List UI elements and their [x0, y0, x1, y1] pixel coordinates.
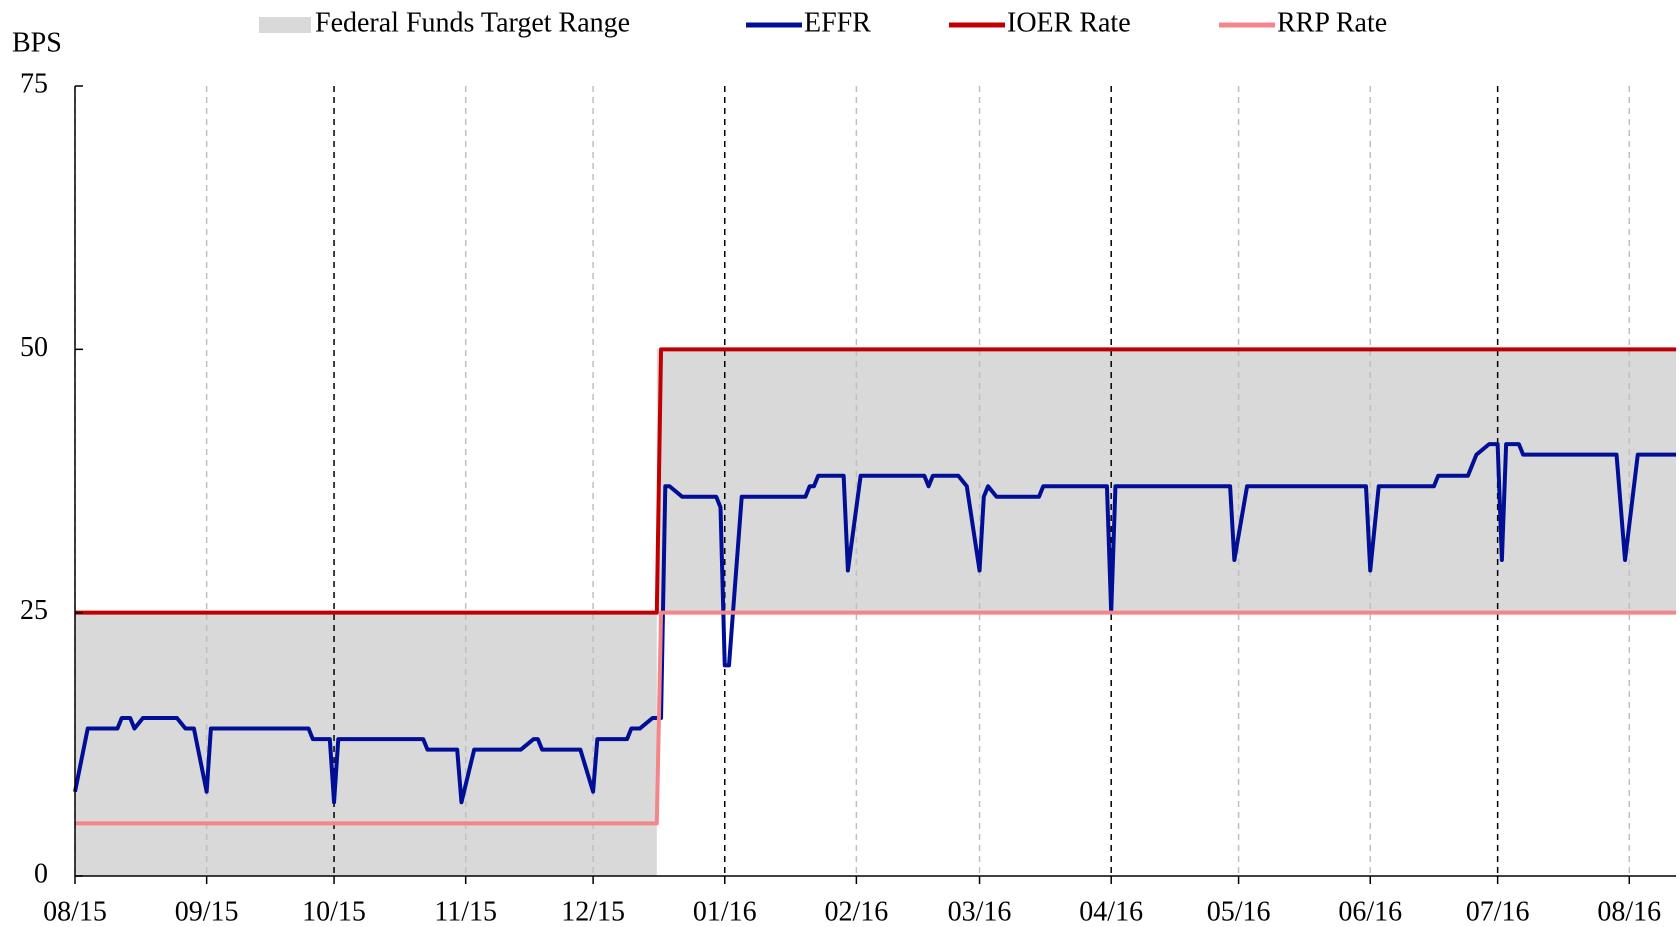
y-tick-label: 75 [20, 68, 48, 99]
x-tick-label: 08/16 [1597, 896, 1661, 927]
series-line [75, 347, 1676, 615]
x-tick-label: 10/15 [302, 896, 366, 927]
y-tick-label: 25 [20, 595, 48, 626]
legend-swatch [259, 17, 311, 33]
series-line [75, 610, 1676, 826]
series-line [73, 442, 1676, 805]
x-tick-label: 08/15 [43, 896, 107, 927]
x-tick-label: 12/15 [561, 896, 625, 927]
y-axis-label: BPS [12, 27, 62, 58]
y-tick-label: 0 [34, 858, 48, 889]
x-tick-label: 06/16 [1338, 896, 1402, 927]
x-tick-label: 03/16 [948, 896, 1012, 927]
x-tick-label: 01/16 [693, 896, 757, 927]
x-tick-label: 09/15 [175, 896, 239, 927]
legend-label: Federal Funds Target Range [315, 7, 630, 38]
x-tick-label: 07/16 [1466, 896, 1530, 927]
x-tick-label: 04/16 [1079, 896, 1143, 927]
x-tick-label: 05/16 [1207, 896, 1271, 927]
y-tick-label: 50 [20, 332, 48, 363]
x-tick-label: 11/15 [434, 896, 497, 927]
legend-label: IOER Rate [1007, 7, 1131, 38]
x-tick-label: 02/16 [824, 896, 888, 927]
legend-label: EFFR [804, 7, 871, 38]
legend-label: RRP Rate [1277, 7, 1387, 38]
